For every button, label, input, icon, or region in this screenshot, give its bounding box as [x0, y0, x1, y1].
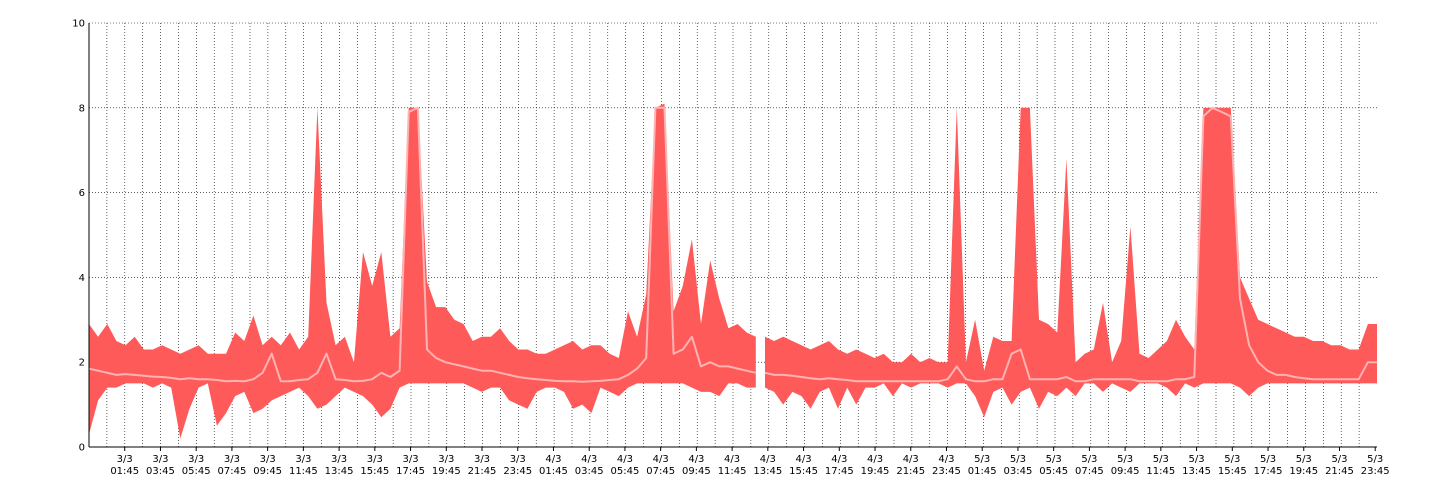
x-tick-label-date: 4/3 [938, 454, 954, 465]
y-tick-label: 8 [79, 103, 85, 114]
y-tick-label: 2 [79, 358, 85, 369]
x-tick-label-time: 11:45 [289, 466, 318, 477]
x-tick-label-date: 3/3 [403, 454, 419, 465]
average-line [764, 106, 1377, 383]
x-tick-label-time: 17:45 [1254, 466, 1283, 477]
x-tick-label-date: 5/3 [1367, 454, 1383, 465]
x-tick-label-time: 13:45 [325, 466, 354, 477]
x-tick-label-time: 11:45 [718, 466, 747, 477]
x-tick-label-date: 5/3 [1046, 454, 1062, 465]
x-tick-labels: 3/301:453/303:453/305:453/307:453/309:45… [110, 454, 1389, 477]
x-tick-label-date: 5/3 [1153, 454, 1169, 465]
x-tick-label-time: 09:45 [253, 466, 282, 477]
x-tick-label-time: 03:45 [1004, 466, 1033, 477]
x-tick-label-date: 5/3 [1260, 454, 1276, 465]
x-tick-label-date: 3/3 [331, 454, 347, 465]
x-tick-label-time: 13:45 [753, 466, 782, 477]
y-tick-label: 6 [79, 188, 85, 199]
y-tick-label: 0 [79, 443, 85, 454]
x-tick-label-time: 05:45 [182, 466, 211, 477]
x-tick-label-date: 4/3 [831, 454, 847, 465]
x-tick-label-time: 01:45 [110, 466, 139, 477]
x-tick-label-time: 23:45 [503, 466, 532, 477]
x-tick-label-time: 17:45 [825, 466, 854, 477]
x-tick-label-date: 3/3 [152, 454, 168, 465]
x-tick-label-date: 5/3 [1117, 454, 1133, 465]
x-tick-label-date: 5/3 [1296, 454, 1312, 465]
x-tick-label-date: 5/3 [1189, 454, 1205, 465]
x-tick-label-date: 3/3 [188, 454, 204, 465]
x-tick-label-time: 03:45 [146, 466, 175, 477]
x-tick-label-date: 3/3 [117, 454, 133, 465]
x-tick-label-time: 07:45 [646, 466, 675, 477]
x-tick-label-date: 3/3 [510, 454, 526, 465]
x-tick-label-date: 4/3 [760, 454, 776, 465]
x-tick-label-date: 4/3 [903, 454, 919, 465]
y-tick-label: 4 [79, 273, 85, 284]
x-tick-label-date: 5/3 [974, 454, 990, 465]
x-tick-label-date: 3/3 [224, 454, 240, 465]
x-tick-label-time: 05:45 [1039, 466, 1068, 477]
x-tick-label-time: 15:45 [360, 466, 389, 477]
x-tick-label-date: 4/3 [688, 454, 704, 465]
x-tick-label-date: 5/3 [1224, 454, 1240, 465]
x-tick-label-date: 5/3 [1331, 454, 1347, 465]
x-tick-label-time: 09:45 [1111, 466, 1140, 477]
x-tick-label-time: 19:45 [1289, 466, 1318, 477]
x-tick-label-time: 03:45 [575, 466, 604, 477]
axes [88, 23, 1377, 451]
x-tick-label-time: 21:45 [1325, 466, 1354, 477]
x-tick-label-date: 4/3 [867, 454, 883, 465]
range-band-segment [765, 107, 1377, 418]
x-tick-label-date: 3/3 [438, 454, 454, 465]
x-tick-label-time: 17:45 [396, 466, 425, 477]
x-tick-label-date: 4/3 [653, 454, 669, 465]
x-tick-label-date: 4/3 [581, 454, 597, 465]
y-tick-label: 10 [72, 19, 85, 30]
x-tick-label-date: 5/3 [1081, 454, 1097, 465]
x-tick-label-time: 13:45 [1182, 466, 1211, 477]
x-tick-label-time: 11:45 [1146, 466, 1175, 477]
x-tick-label-time: 01:45 [968, 466, 997, 477]
x-tick-label-date: 4/3 [545, 454, 561, 465]
series-layer [88, 103, 1377, 439]
x-tick-label-time: 07:45 [1075, 466, 1104, 477]
x-tick-label-date: 3/3 [474, 454, 490, 465]
x-tick-label-date: 3/3 [260, 454, 276, 465]
x-tick-label-time: 01:45 [539, 466, 568, 477]
x-tick-label-time: 07:45 [217, 466, 246, 477]
x-tick-label-time: 23:45 [1361, 466, 1390, 477]
x-tick-label-date: 4/3 [796, 454, 812, 465]
x-tick-label-date: 5/3 [1010, 454, 1026, 465]
average-line [88, 106, 757, 383]
x-tick-label-time: 21:45 [468, 466, 497, 477]
x-tick-label-time: 19:45 [432, 466, 461, 477]
x-tick-label-date: 4/3 [617, 454, 633, 465]
x-tick-label-time: 05:45 [611, 466, 640, 477]
x-tick-label-date: 4/3 [724, 454, 740, 465]
y-tick-labels: 0 2 4 6 8 10 [72, 19, 85, 454]
x-tick-label-time: 15:45 [1218, 466, 1247, 477]
x-tick-label-time: 21:45 [896, 466, 925, 477]
x-tick-label-time: 19:45 [861, 466, 890, 477]
x-tick-label-time: 15:45 [789, 466, 818, 477]
range-band-segment [89, 103, 756, 439]
x-tick-label-time: 23:45 [932, 466, 961, 477]
x-tick-label-date: 3/3 [295, 454, 311, 465]
x-tick-label-time: 09:45 [682, 466, 711, 477]
x-tick-label-date: 3/3 [367, 454, 383, 465]
